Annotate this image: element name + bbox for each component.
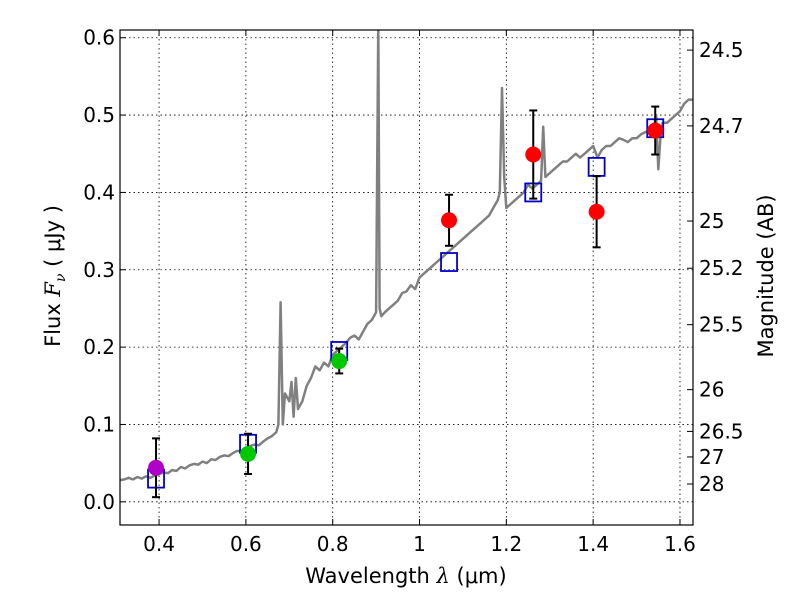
magnitude-tick-label: 26	[699, 378, 724, 402]
y-tick-label: 0.3	[83, 258, 115, 282]
y-tick-label: 0.1	[83, 412, 115, 436]
sed-curve	[120, 30, 693, 482]
observed-point	[441, 212, 458, 229]
observed-point	[240, 445, 257, 462]
model-square-marker	[440, 252, 458, 272]
grid-layer	[120, 30, 693, 525]
observed-point	[331, 353, 348, 370]
x-axis-title: Wavelength λ (μm)	[305, 564, 506, 588]
observed-point	[647, 122, 664, 139]
observed-point	[148, 459, 165, 476]
y-tick-label: 0.2	[83, 335, 115, 359]
magnitude-tick-label: 25	[699, 209, 724, 233]
x-tick-label: 1.6	[664, 532, 696, 556]
magnitude-tick-label: 25.2	[699, 256, 744, 280]
magnitude-tick-label: 28	[699, 472, 724, 496]
x-tick-label: 1	[413, 532, 426, 556]
observed-point	[588, 203, 605, 220]
y-tick-label: 0.5	[83, 103, 115, 127]
magnitude-axis-title: Magnitude (AB)	[754, 194, 778, 357]
magnitude-tick-label: 24.5	[699, 38, 744, 62]
magnitude-tick-label: 24.7	[699, 114, 744, 138]
x-tick-label: 0.8	[317, 532, 349, 556]
x-tick-label: 1.2	[490, 532, 522, 556]
magnitude-tick-label: 27	[699, 445, 724, 469]
x-tick-label: 0.4	[143, 532, 175, 556]
magnitude-tick-label: 26.5	[699, 419, 744, 443]
x-tick-label: 1.4	[577, 532, 609, 556]
magnitude-tick-label: 25.5	[699, 313, 744, 337]
y-tick-label: 0.6	[83, 26, 115, 50]
y-axis-title: Flux Fν ( μJy )	[41, 205, 69, 347]
y-tick-label: 0.0	[83, 490, 115, 514]
observed-point	[525, 146, 542, 163]
data-layer	[120, 30, 693, 499]
axis-layer: 0.4 0.6 0.8 1 1.2 1.4 1.6 0.0 0.1 0.2 0.3 0.4 0.5 0.6…	[83, 26, 743, 556]
y-tick-label: 0.4	[83, 180, 115, 204]
x-tick-label: 0.6	[230, 532, 262, 556]
model-square-marker	[587, 156, 606, 177]
plot-frame	[119, 29, 694, 526]
